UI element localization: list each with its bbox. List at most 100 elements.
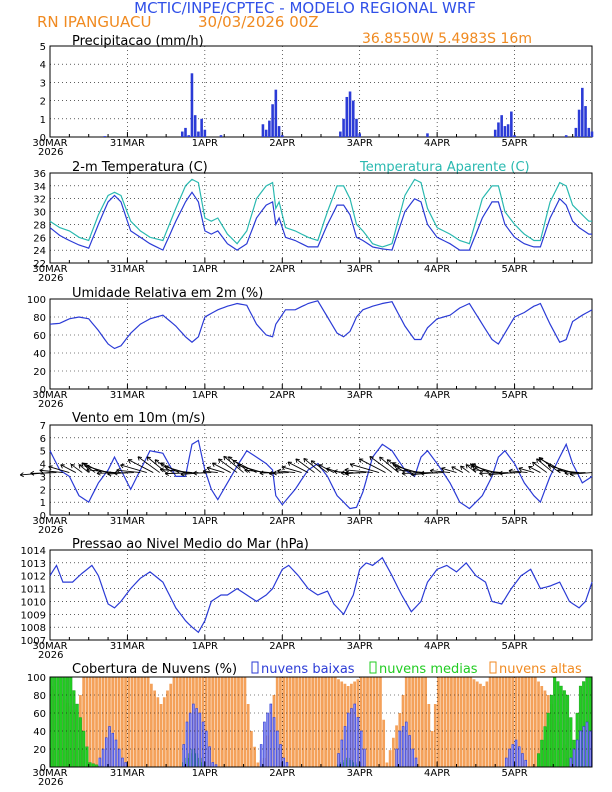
y-tick-label: 1 xyxy=(40,115,46,126)
cloud-high-bar xyxy=(362,677,366,767)
wind-arrowhead xyxy=(451,466,456,471)
plot-frame xyxy=(49,172,593,264)
cloud-low-bar xyxy=(114,739,118,768)
year-label: 2026 xyxy=(38,399,63,410)
cloud-low-bar xyxy=(505,757,508,768)
cloud-high-bar xyxy=(275,677,279,767)
cloud-high-bar xyxy=(433,704,437,767)
wind-arrowhead xyxy=(272,470,277,476)
wind-vector xyxy=(528,466,541,473)
y-tick-label: 0 xyxy=(40,763,46,774)
x-tick-label: 4APR xyxy=(424,138,450,149)
cloud-high-bar xyxy=(443,677,447,767)
wind-vector xyxy=(395,469,425,474)
wind-arrowhead xyxy=(60,464,65,469)
cloud-high-bar xyxy=(456,677,460,767)
precip-bar xyxy=(271,104,274,137)
precip-bar xyxy=(510,111,513,137)
precip-bar xyxy=(184,127,187,137)
cloud-low-bar xyxy=(111,732,115,768)
cloud-high-bar xyxy=(130,677,134,767)
cloud-high-bar xyxy=(301,677,305,767)
cloud-low-bar xyxy=(395,748,398,768)
cloud-high-bar xyxy=(233,677,237,767)
cloud-high-bar xyxy=(530,677,534,767)
cloud-high-bar xyxy=(172,677,176,767)
x-tick-label: 5APR xyxy=(501,768,527,779)
precip-bar xyxy=(574,127,578,137)
wind-arrowhead xyxy=(556,468,562,474)
precip-bar xyxy=(513,135,516,137)
x-tick-label: 30MAR xyxy=(32,641,67,652)
cloud-low-bar xyxy=(198,712,202,768)
cloud-low-bar xyxy=(195,708,198,768)
wind-vector xyxy=(508,470,528,474)
cloud-high-bar xyxy=(391,737,395,767)
wind-arrowhead xyxy=(85,464,90,470)
cloud-high-bar xyxy=(169,683,173,767)
wind-arrowhead xyxy=(460,465,465,471)
cloud-high-bar xyxy=(208,677,211,767)
wind-arrowhead xyxy=(395,467,400,473)
cloud-low-bar xyxy=(398,730,402,768)
wind-arrowhead xyxy=(472,467,477,473)
cloud-low-bar xyxy=(279,744,282,768)
cloud-high-bar xyxy=(108,677,111,767)
wind-vector xyxy=(60,464,77,473)
cloud-high-bar xyxy=(466,677,469,767)
y-tick-label: 40 xyxy=(33,727,46,738)
wind-arrowhead xyxy=(159,467,165,473)
plot-frame xyxy=(49,298,593,390)
cloud-high-bar xyxy=(246,704,250,767)
cloud-low-bar xyxy=(192,703,195,768)
x-tick-label: 2APR xyxy=(269,768,295,779)
cloud-low-bar xyxy=(259,744,263,768)
cloud-high-bar xyxy=(311,677,315,767)
wind-vector xyxy=(137,456,160,473)
wind-arrowhead xyxy=(420,470,425,476)
x-tick-label: 3APR xyxy=(347,641,373,652)
cloud-high-bar xyxy=(540,686,544,767)
plot-frame xyxy=(49,424,593,516)
cloud-low-bar xyxy=(521,753,524,768)
cloud-high-bar xyxy=(427,704,431,767)
wind-arrowhead xyxy=(146,456,152,461)
legend-baixas: nuvens baixas xyxy=(261,662,355,677)
wind-arrowhead xyxy=(401,470,406,476)
wind-vector xyxy=(281,466,302,474)
wind-arrowhead xyxy=(310,460,316,465)
cloud-high-bar xyxy=(317,677,321,767)
wind-arrowhead xyxy=(116,468,121,474)
y-tick-label: 1013 xyxy=(21,559,46,570)
cloud-low-bar xyxy=(411,748,415,768)
wind-vector xyxy=(333,470,347,474)
wind-vector xyxy=(78,464,90,473)
cloud-high-bar xyxy=(537,681,540,767)
y-tick-label: 5 xyxy=(40,42,46,53)
cloud-high-bar xyxy=(495,677,498,767)
wind-vector xyxy=(359,458,386,473)
wind-arrowhead xyxy=(369,455,374,461)
cloud-high-bar xyxy=(533,677,537,767)
cloud-high-bar xyxy=(440,677,444,767)
cloud-low-bar xyxy=(117,748,121,768)
y-tick-label: 4 xyxy=(40,460,46,471)
cloud-high-bar xyxy=(98,677,102,767)
cloud-low-bar xyxy=(517,746,521,768)
legend-swatch-medias xyxy=(369,661,377,674)
cloud-high-bar xyxy=(127,677,131,767)
cloud-low-bar xyxy=(188,712,192,768)
wind-arrowhead xyxy=(193,470,198,476)
precip-bar xyxy=(590,131,594,137)
precip-bar xyxy=(277,126,281,137)
cloud-high-bar xyxy=(117,677,121,767)
cloud-mid-bar xyxy=(562,690,566,768)
cloud-low-bar xyxy=(272,717,276,768)
wind-vector xyxy=(539,458,567,473)
wind-arrowhead xyxy=(120,463,125,469)
x-tick-label: 2APR xyxy=(269,390,295,401)
x-tick-label: 31MAR xyxy=(110,641,145,652)
cloud-high-bar xyxy=(469,677,473,767)
cloud-high-bar xyxy=(379,677,382,767)
cloud-high-bar xyxy=(424,677,427,767)
